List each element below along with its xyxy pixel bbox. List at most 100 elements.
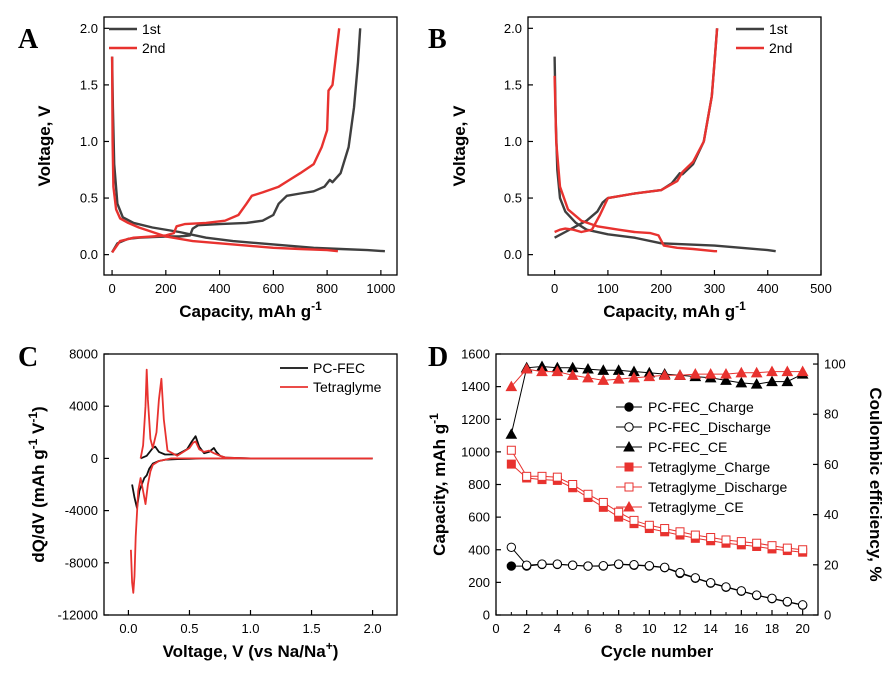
- x-tick-label: 2.0: [364, 621, 382, 636]
- panel-letter: C: [18, 342, 38, 373]
- x-tick-label: 2: [523, 621, 530, 636]
- x-tick-label: 4: [554, 621, 561, 636]
- legend-marker: [624, 402, 634, 412]
- x-tick-label: 500: [810, 281, 832, 296]
- x-tick-label: 200: [650, 281, 672, 296]
- y-axis-title: Voltage, V: [35, 105, 54, 187]
- data-point: [752, 538, 762, 548]
- data-point: [505, 380, 518, 392]
- x-tick-label: 1.0: [241, 621, 259, 636]
- data-point: [598, 497, 608, 507]
- x-tick-label: 0.5: [180, 621, 198, 636]
- data-point: [767, 541, 777, 551]
- x-axis-title: Capacity, mAh g-1: [603, 299, 746, 321]
- y-axis-title: dQ/dV (mAh g-1 V-1): [26, 406, 48, 562]
- y-tick-label: 0.0: [504, 247, 522, 262]
- y-tick-label: 1400: [461, 379, 490, 394]
- data-point: [614, 507, 624, 517]
- data-point: [720, 368, 732, 379]
- data-point: [705, 578, 716, 588]
- x-tick-label: 300: [704, 281, 726, 296]
- data-point: [613, 559, 624, 569]
- data-point: [750, 366, 763, 378]
- data-point: [537, 559, 547, 569]
- data-point: [766, 365, 778, 377]
- data-point: [612, 373, 625, 384]
- legend-label: Tetraglyme_Charge: [648, 459, 770, 475]
- y-tick-label: 4000: [69, 399, 98, 414]
- x-tick-label: 0.0: [119, 621, 137, 636]
- series-line-2nd: [110, 56, 339, 253]
- data-point: [506, 445, 516, 455]
- plot-frame: [103, 16, 398, 276]
- data-point: [522, 471, 532, 481]
- legend-marker: [623, 500, 635, 512]
- y-tick-label: 800: [468, 477, 490, 492]
- y-tick-label: 1.0: [80, 134, 98, 149]
- y-tick-label: 0: [483, 608, 490, 623]
- x-tick-label: 18: [765, 621, 779, 636]
- data-point: [689, 368, 702, 379]
- panel-letter: A: [18, 24, 39, 55]
- data-point: [675, 527, 685, 537]
- data-point: [536, 365, 548, 377]
- series-line-2nd: [554, 28, 719, 234]
- x-tick-label: 0: [551, 281, 558, 296]
- data-point: [583, 561, 593, 571]
- x-tick-label: 800: [316, 281, 338, 296]
- legend-label: PC-FEC_Discharge: [648, 419, 771, 435]
- data-point: [629, 560, 639, 570]
- y-tick-label: 0: [91, 451, 98, 466]
- x-tick-label: 1000: [366, 281, 395, 296]
- data-point: [537, 471, 547, 481]
- y-tick-label: 1.5: [80, 77, 98, 92]
- y-axis-title: Voltage, V: [450, 105, 469, 187]
- x-tick-label: 12: [673, 621, 687, 636]
- data-point: [551, 365, 564, 377]
- data-point: [736, 586, 747, 596]
- data-point: [582, 371, 594, 383]
- panel-letter: D: [428, 342, 448, 373]
- data-point: [506, 561, 517, 571]
- y-right-tick-label: 60: [824, 457, 838, 472]
- data-point: [797, 600, 808, 610]
- data-point: [721, 582, 731, 592]
- series-line-tetraglyme: [130, 457, 373, 594]
- legend-label: Tetraglyme_CE: [648, 499, 744, 515]
- series-line-1st: [554, 28, 719, 239]
- y-tick-label: 1600: [461, 347, 490, 362]
- y-right-tick-label: 100: [824, 357, 846, 372]
- legend-marker: [623, 440, 635, 452]
- y-right-tick-label: 20: [824, 557, 838, 572]
- data-point: [659, 562, 670, 573]
- data-point: [735, 366, 748, 378]
- plot-frame: [527, 16, 822, 276]
- data-point: [720, 374, 732, 385]
- x-axis-title: Voltage, V (vs Na/Na+): [163, 639, 339, 661]
- y-tick-label: 200: [468, 575, 490, 590]
- legend-label: Tetraglyme_Discharge: [648, 479, 787, 495]
- series-line-2nd: [111, 28, 341, 254]
- legend-label: 1st: [142, 21, 161, 37]
- data-point: [658, 369, 671, 380]
- data-point: [521, 560, 532, 570]
- panel-B: B 0 100 200 300 400 500 0.0 0.5 1.0 1.5 2.0 Capacity…: [428, 16, 832, 321]
- data-point: [597, 374, 610, 385]
- y-tick-label: 1.5: [504, 77, 522, 92]
- data-point: [629, 515, 639, 525]
- y-right-axis-title: Coulombic efficiency, %: [866, 387, 885, 581]
- x-axis-title: Cycle number: [601, 642, 714, 661]
- y-tick-label: -12000: [58, 608, 98, 623]
- y-tick-label: 0.0: [80, 247, 98, 262]
- panel-A: A 0 200 400 600 800 1000 0.0 0.5 1.0 1.5 2.0 Capacit…: [18, 16, 398, 321]
- data-point: [660, 524, 670, 534]
- data-point: [505, 428, 518, 439]
- legend-label: PC-FEC_Charge: [648, 399, 754, 415]
- x-tick-label: 100: [597, 281, 619, 296]
- legend-marker: [624, 422, 634, 432]
- y-right-tick-label: 0: [824, 608, 831, 623]
- series-line-pc-fec: [131, 457, 373, 509]
- data-point: [643, 370, 656, 382]
- data-point: [721, 535, 731, 545]
